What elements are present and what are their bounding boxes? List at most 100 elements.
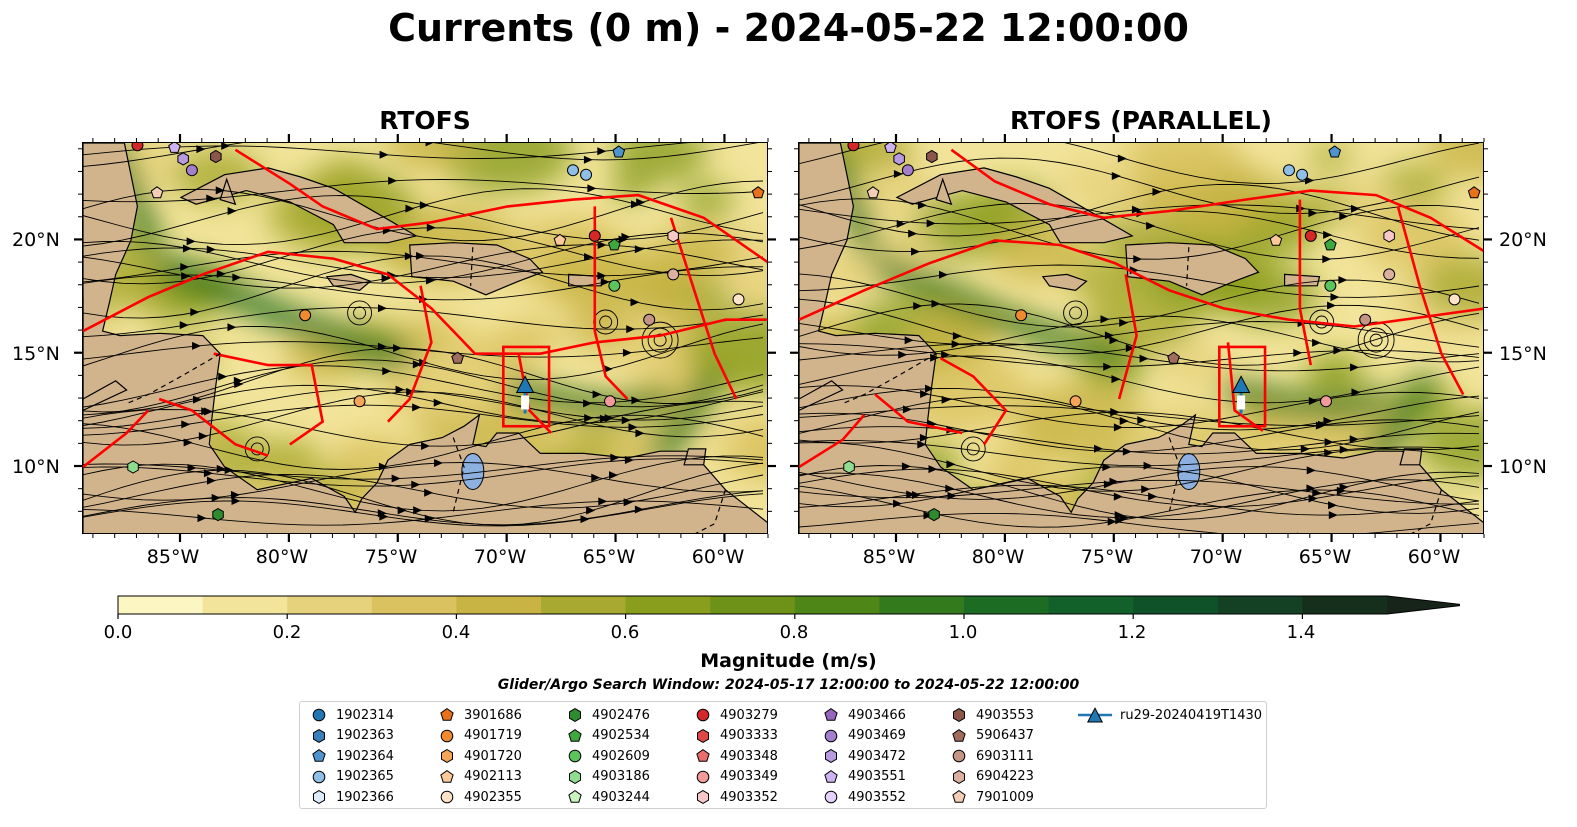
- float-marker: [1069, 395, 1082, 408]
- legend-item: 4901719: [438, 726, 522, 746]
- lon-label-75w-left: 75°W: [364, 546, 418, 568]
- map-panel-rtofs-parallel: [798, 142, 1484, 534]
- legend-marker: [568, 789, 582, 803]
- float-marker: [1296, 168, 1309, 181]
- streamlines: [799, 143, 1480, 533]
- float-marker: [732, 293, 745, 306]
- legend-marker: [313, 790, 325, 804]
- land-mass: [409, 242, 544, 296]
- legend-label: 4901719: [464, 728, 522, 743]
- float-marker: [1015, 309, 1028, 322]
- legend-marker: [952, 789, 966, 803]
- colorbar-tick: 0.0: [103, 622, 133, 643]
- legend-marker-shape: [953, 769, 965, 784]
- float-marker: [1359, 313, 1372, 326]
- legend-marker-shape: [313, 790, 325, 804]
- legend-item: 4902355: [438, 787, 522, 807]
- legend-label: 4903244: [592, 789, 650, 805]
- legend-marker-shape: [568, 749, 582, 763]
- float-marker: [612, 145, 626, 158]
- float-marker: [299, 309, 312, 322]
- lat-label-20n-left: 20°N: [12, 229, 60, 251]
- legend-item: 4903469: [822, 726, 906, 746]
- legend-item: 1902366: [310, 787, 394, 807]
- glider-marker: [1231, 375, 1251, 393]
- legend-item: 4903279: [694, 705, 778, 725]
- legend-item: ru29-20240419T1430: [1078, 705, 1262, 725]
- colorbar-tick: 0.2: [272, 622, 302, 643]
- legend-marker-shape: [440, 790, 454, 804]
- legend-item: 4903552: [822, 787, 906, 807]
- legend-item: 4902476: [566, 705, 650, 725]
- legend-marker-shape: [440, 707, 454, 721]
- legend-marker-shape: [697, 790, 709, 804]
- land-mass: [1284, 273, 1321, 287]
- legend-item: 3901686: [438, 705, 522, 725]
- float-marker: [928, 508, 940, 522]
- colorbar: [117, 595, 1460, 619]
- legend-marker-shape: [952, 789, 966, 803]
- legend-marker: [313, 728, 325, 743]
- float-marker: [1324, 279, 1337, 292]
- panel-title-left: RTOFS: [379, 106, 471, 135]
- float-marker: [150, 186, 164, 199]
- legend-marker: [440, 769, 454, 783]
- legend-item: 4903244: [566, 787, 650, 807]
- legend-marker: [952, 749, 966, 763]
- float-marker: [901, 164, 914, 177]
- legend-label: 4903466: [848, 707, 906, 723]
- legend-label: 4902355: [464, 789, 522, 805]
- float-marker: [168, 143, 181, 153]
- legend-item: 4903352: [694, 787, 778, 807]
- land-mass: [895, 167, 1134, 244]
- legend-item: 4902609: [566, 746, 650, 766]
- float-marker: [127, 460, 139, 474]
- legend-marker-shape: [569, 769, 581, 784]
- legend-label: 4903186: [592, 769, 650, 784]
- lon-label-65w-left: 65°W: [582, 546, 636, 568]
- lat-label-10n-left: 10°N: [12, 456, 60, 478]
- float-marker: [1167, 351, 1180, 364]
- legend-item: 7901009: [950, 787, 1034, 807]
- land-mass: [1399, 448, 1423, 466]
- legend-marker: [696, 748, 710, 762]
- colorbar-tick: 0.4: [441, 622, 471, 643]
- legend-item: 4902534: [566, 726, 650, 746]
- legend-marker: [696, 708, 710, 722]
- float-marker: [1304, 229, 1317, 242]
- legend-marker-shape: [952, 728, 966, 742]
- legend-marker-shape: [312, 748, 326, 762]
- legend-marker: [824, 729, 838, 742]
- legend-label: 4903348: [720, 748, 778, 764]
- float-marker: [1320, 395, 1333, 408]
- legend-marker-shape: [440, 769, 454, 783]
- legend-marker: [953, 708, 965, 722]
- legend-marker: [1078, 707, 1112, 723]
- legend-label: 7901009: [976, 789, 1034, 805]
- legend-label: 4901720: [464, 748, 522, 764]
- legend-item: 4903551: [822, 767, 906, 787]
- legend-marker: [824, 790, 838, 804]
- legend-marker-shape: [440, 729, 454, 742]
- float-marker: [667, 268, 680, 281]
- legend-item: 4903349: [694, 767, 778, 787]
- legend-label: 4903553: [976, 707, 1034, 723]
- float-marker: [843, 460, 855, 474]
- panel-title-right: RTOFS (PARALLEL): [1010, 106, 1272, 135]
- colorbar-tick: 1.0: [948, 622, 978, 643]
- float-marker: [451, 351, 464, 364]
- legend-marker-shape: [824, 769, 838, 783]
- colorbar-tick: 0.8: [779, 622, 809, 643]
- legend-marker: [569, 769, 581, 784]
- map-panel-rtofs: [82, 142, 768, 534]
- map-canvas-rtofs: [83, 143, 767, 533]
- legend-marker-shape: [568, 728, 582, 742]
- lon-label-60w-left: 60°W: [691, 546, 745, 568]
- legend-marker-shape: [825, 749, 837, 763]
- float-marker: [1324, 238, 1337, 251]
- legend-label: 1902363: [336, 728, 394, 743]
- legend-marker-shape: [569, 708, 581, 722]
- legend-label: 6903111: [976, 748, 1034, 764]
- lat-label-15n-left: 15°N: [12, 343, 60, 365]
- lon-label-85w-right: 85°W: [862, 546, 916, 568]
